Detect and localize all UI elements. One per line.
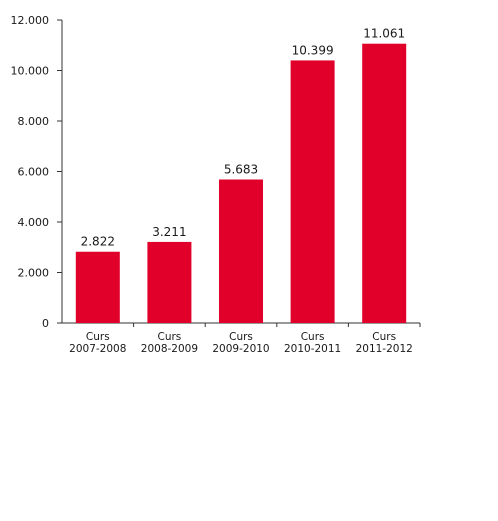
y-tick-label: 4.000 [18,216,50,229]
labels-layer: 2.822Curs2007-20083.211Curs2008-20095.68… [69,27,413,355]
y-tick-label: 6.000 [18,166,50,179]
y-tick-label: 8.000 [18,115,50,128]
bar [219,179,263,323]
x-category-label: Curs [158,331,182,343]
x-category-label: Curs [372,331,396,343]
data-label: 11.061 [363,27,405,41]
bar [75,251,120,323]
x-category-label: 2008-2009 [141,343,198,355]
bar [290,60,335,323]
axes-layer: 0 2.000 4.000 6.000 8.000 10.000 12.000 [11,14,421,330]
y-tick-label: 2.000 [18,267,50,280]
x-category-label: Curs [229,331,253,343]
data-label: 5.683 [224,163,258,177]
bar [147,241,192,323]
data-label: 2.822 [81,235,115,249]
x-category-label: 2010-2011 [284,343,341,355]
bar [362,43,407,324]
data-label: 3.211 [152,225,186,239]
x-category-label: Curs [86,331,110,343]
x-category-label: 2009-2010 [212,343,269,355]
y-tick-label: 0 [42,317,49,330]
y-tick-label: 10.000 [11,65,50,78]
data-label: 10.399 [292,43,334,57]
x-category-label: Curs [301,331,325,343]
x-category-label: 2011-2012 [356,343,413,355]
y-tick-label: 12.000 [11,14,50,27]
bars-layer [75,43,407,324]
x-category-label: 2007-2008 [69,343,126,355]
